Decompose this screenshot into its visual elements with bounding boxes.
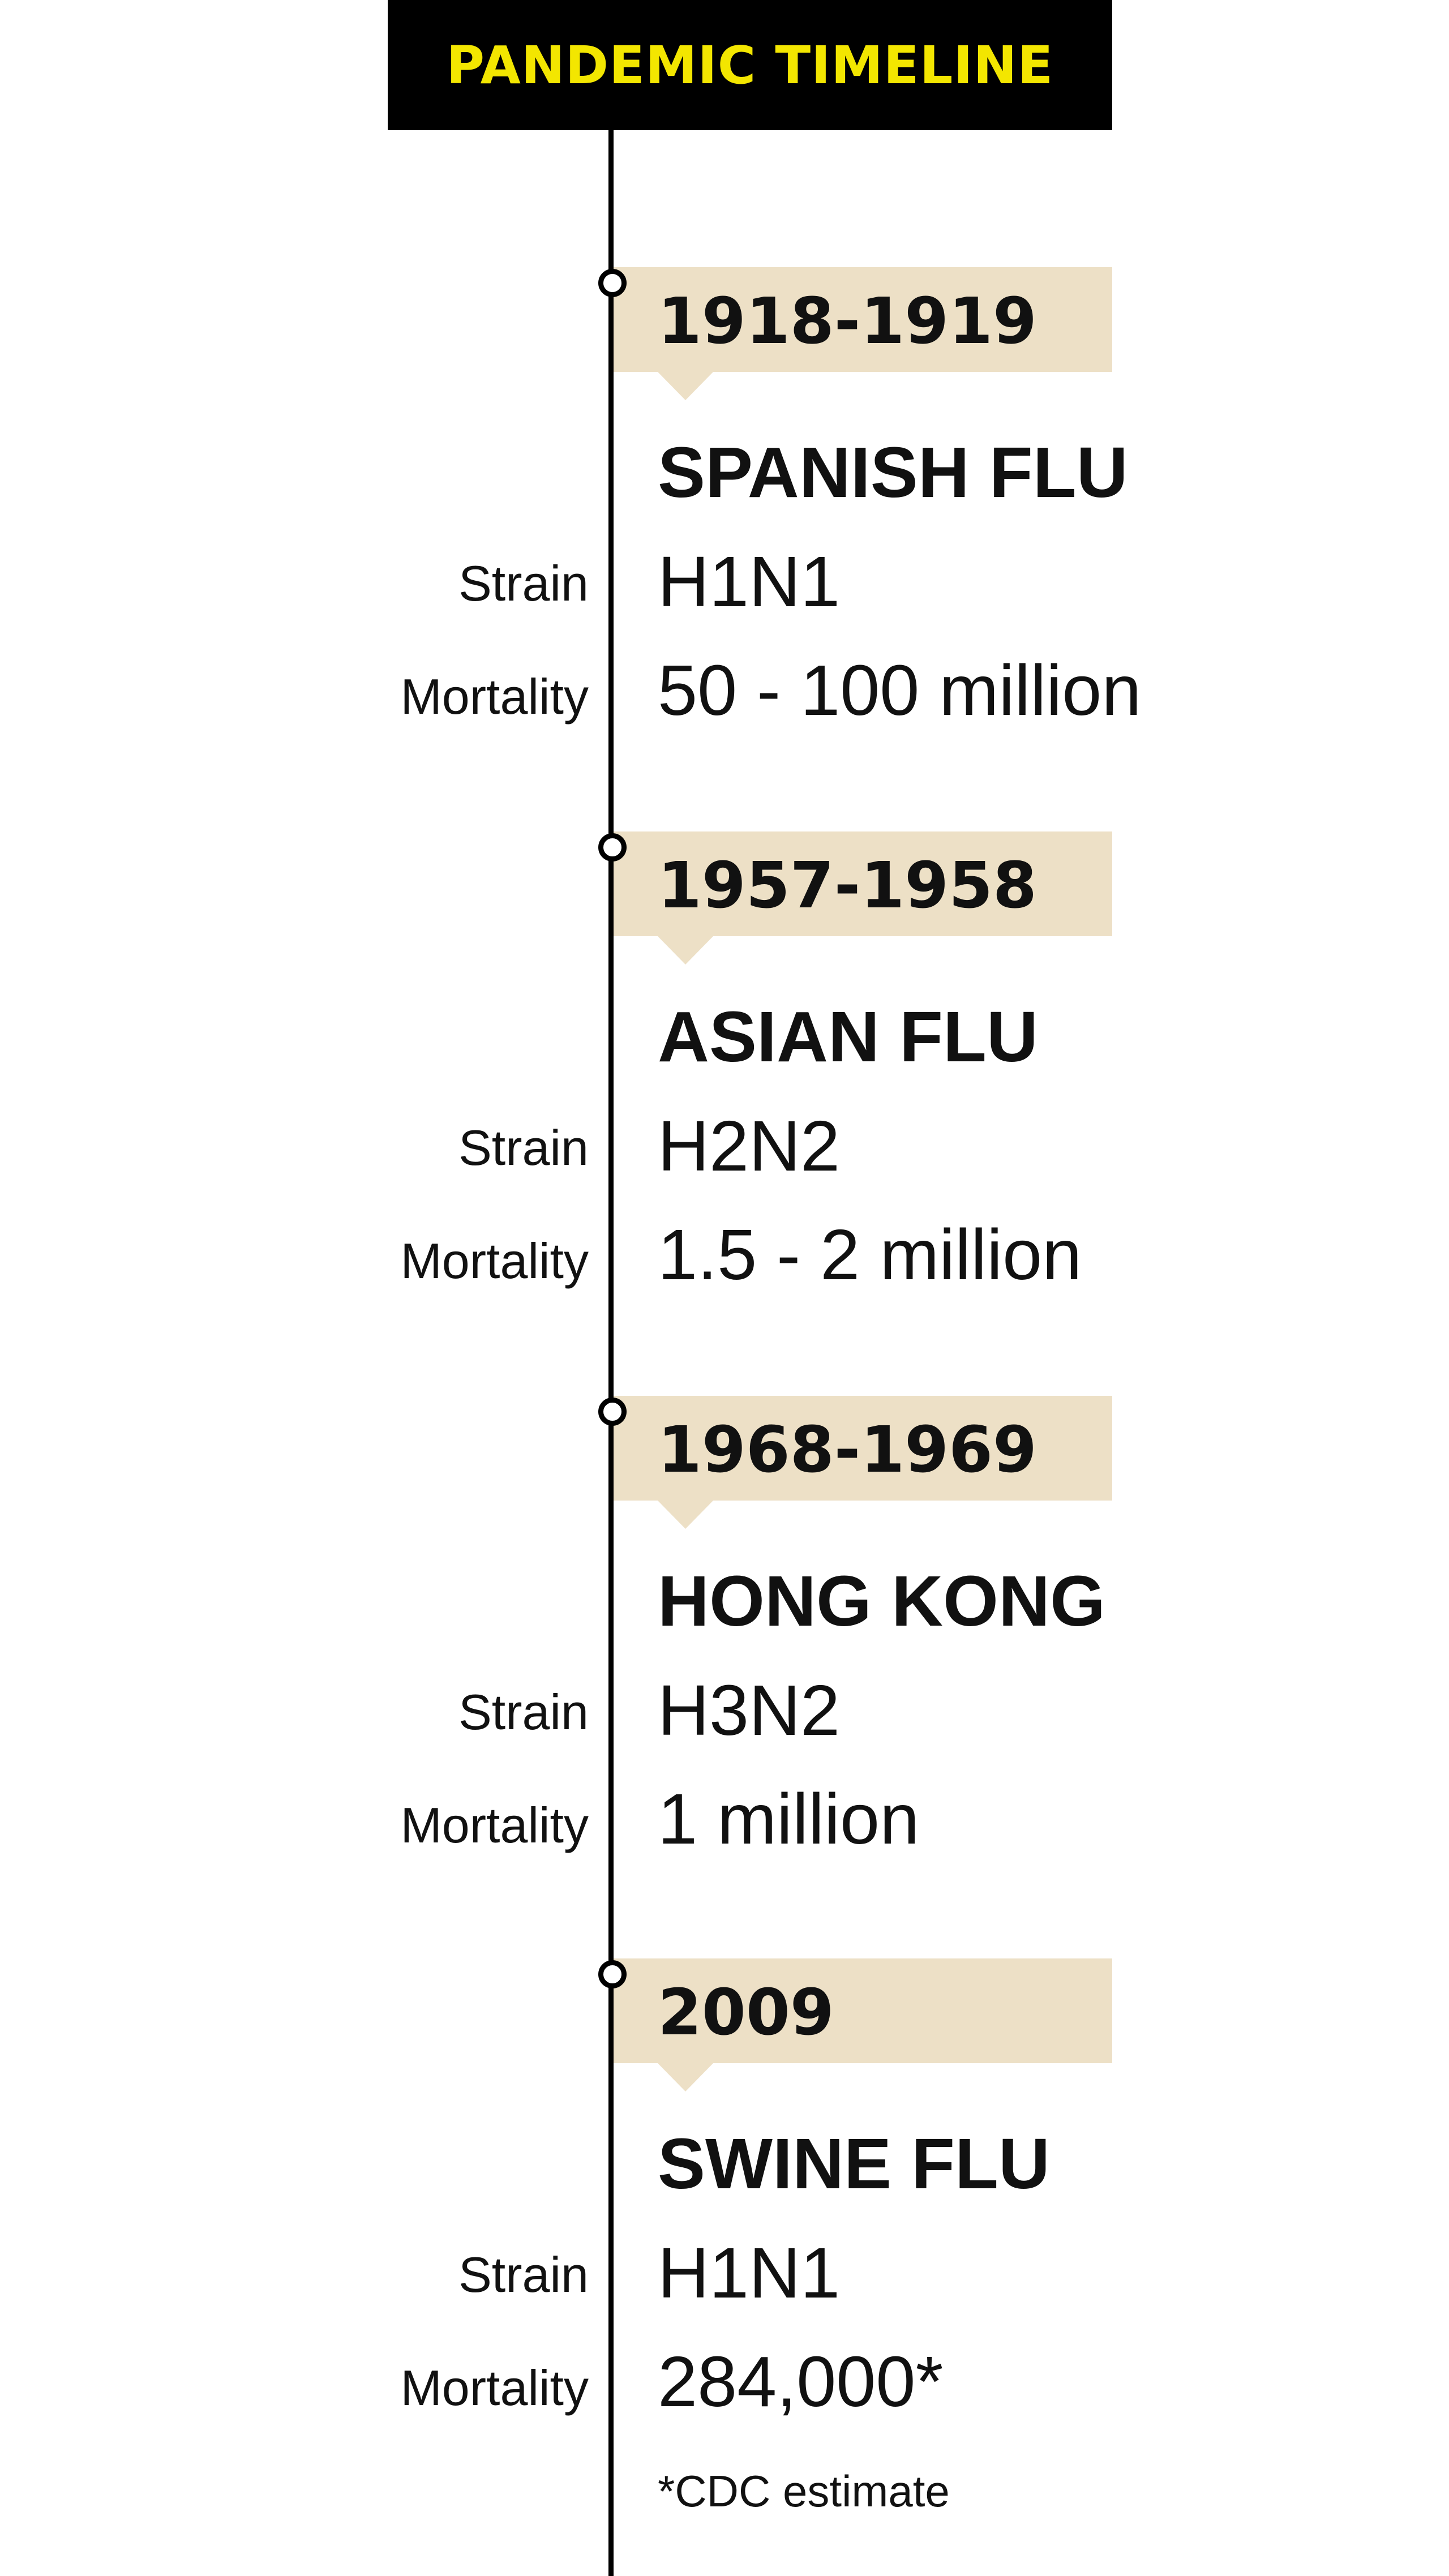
date-banner-pointer [658, 936, 713, 965]
footnote: *CDC estimate [658, 2466, 950, 2516]
event-name: HONG KONG [658, 1561, 1106, 1641]
timeline-event-swine-flu: 2009 SWINE FLU Strain H1N1 Mortality 284… [0, 1958, 1449, 2539]
timeline-marker [598, 1398, 627, 1426]
strain-label: Strain [458, 2247, 589, 2303]
timeline-line [608, 130, 614, 2576]
date-banner-pointer [658, 2063, 713, 2091]
mortality-label: Mortality [400, 2360, 589, 2416]
event-date: 2009 [658, 1976, 834, 2050]
strain-label: Strain [458, 555, 589, 611]
page-title: PANDEMIC TIMELINE [446, 35, 1054, 96]
mortality-value: 284,000* [658, 2342, 944, 2421]
strain-label: Strain [458, 1120, 589, 1176]
event-name: SPANISH FLU [658, 432, 1128, 512]
date-banner-pointer [658, 1501, 713, 1529]
strain-value: H1N1 [658, 542, 841, 622]
date-banner [614, 267, 1112, 372]
event-date: 1968-1969 [658, 1413, 1037, 1487]
event-date: 1918-1919 [658, 285, 1037, 358]
event-name: SWINE FLU [658, 2124, 1050, 2204]
event-date: 1957-1958 [658, 849, 1037, 923]
mortality-label: Mortality [400, 1797, 589, 1853]
timeline-marker [598, 269, 627, 297]
date-banner-pointer [658, 372, 713, 400]
mortality-value: 1 million [658, 1779, 920, 1859]
mortality-value: 50 - 100 million [658, 650, 1142, 730]
timeline-event-spanish-flu: 1918-1919 SPANISH FLU Strain H1N1 Mortal… [0, 267, 1449, 847]
timeline-marker [598, 1960, 627, 1988]
event-name: ASIAN FLU [658, 997, 1038, 1077]
mortality-label: Mortality [400, 1233, 589, 1289]
strain-value: H3N2 [658, 1670, 841, 1750]
timeline-header: PANDEMIC TIMELINE [388, 0, 1112, 130]
timeline-event-hong-kong: 1968-1969 HONG KONG Strain H3N2 Mortalit… [0, 1396, 1449, 1976]
mortality-value: 1.5 - 2 million [658, 1215, 1082, 1295]
timeline-event-asian-flu: 1957-1958 ASIAN FLU Strain H2N2 Mortalit… [0, 831, 1449, 1412]
strain-label: Strain [458, 1684, 589, 1740]
timeline-marker [598, 833, 627, 861]
strain-value: H2N2 [658, 1106, 841, 1186]
date-banner [614, 1396, 1112, 1501]
strain-value: H1N1 [658, 2233, 841, 2313]
date-banner [614, 1958, 1112, 2063]
date-banner [614, 831, 1112, 936]
mortality-label: Mortality [400, 668, 589, 725]
